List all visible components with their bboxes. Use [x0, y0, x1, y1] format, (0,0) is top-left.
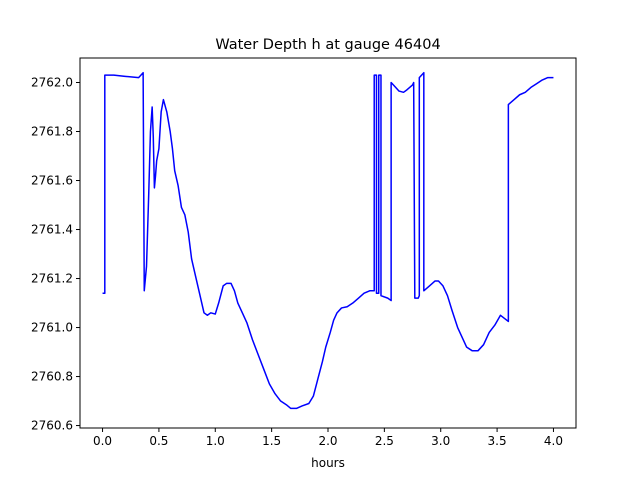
y-tick-label-7: 2762.0 — [31, 76, 73, 90]
x-tick-label-7: 3.5 — [488, 434, 507, 448]
y-tick-label-5: 2761.6 — [31, 174, 73, 188]
x-tick-label-8: 4.0 — [544, 434, 563, 448]
y-tick-label-2: 2761.0 — [31, 321, 73, 335]
y-tick-label-3: 2761.2 — [31, 272, 73, 286]
x-tick-label-3: 1.5 — [262, 434, 281, 448]
series-line-0 — [102, 71, 554, 410]
x-tick-label-2: 1.0 — [206, 434, 225, 448]
x-tick-label-6: 3.0 — [431, 434, 450, 448]
x-axis: 0.0 0.5 1.0 1.5 2.0 2.5 3.0 3.5 4.0 — [93, 428, 563, 448]
plot-area — [102, 71, 554, 410]
x-tick-label-0: 0.0 — [93, 434, 112, 448]
y-tick-label-1: 2760.8 — [31, 370, 73, 384]
chart-title: Water Depth h at gauge 46404 — [215, 37, 440, 53]
x-tick-label-4: 2.0 — [318, 434, 337, 448]
y-axis: 2760.6 2760.8 2761.0 2761.2 2761.4 2761.6 2761… — [31, 76, 80, 433]
y-tick-label-6: 2761.8 — [31, 125, 73, 139]
x-tick-label-1: 0.5 — [149, 434, 168, 448]
x-tick-label-5: 2.5 — [375, 434, 394, 448]
y-tick-label-0: 2760.6 — [31, 419, 73, 433]
x-axis-label: hours — [311, 456, 345, 470]
y-tick-label-4: 2761.4 — [31, 223, 73, 237]
